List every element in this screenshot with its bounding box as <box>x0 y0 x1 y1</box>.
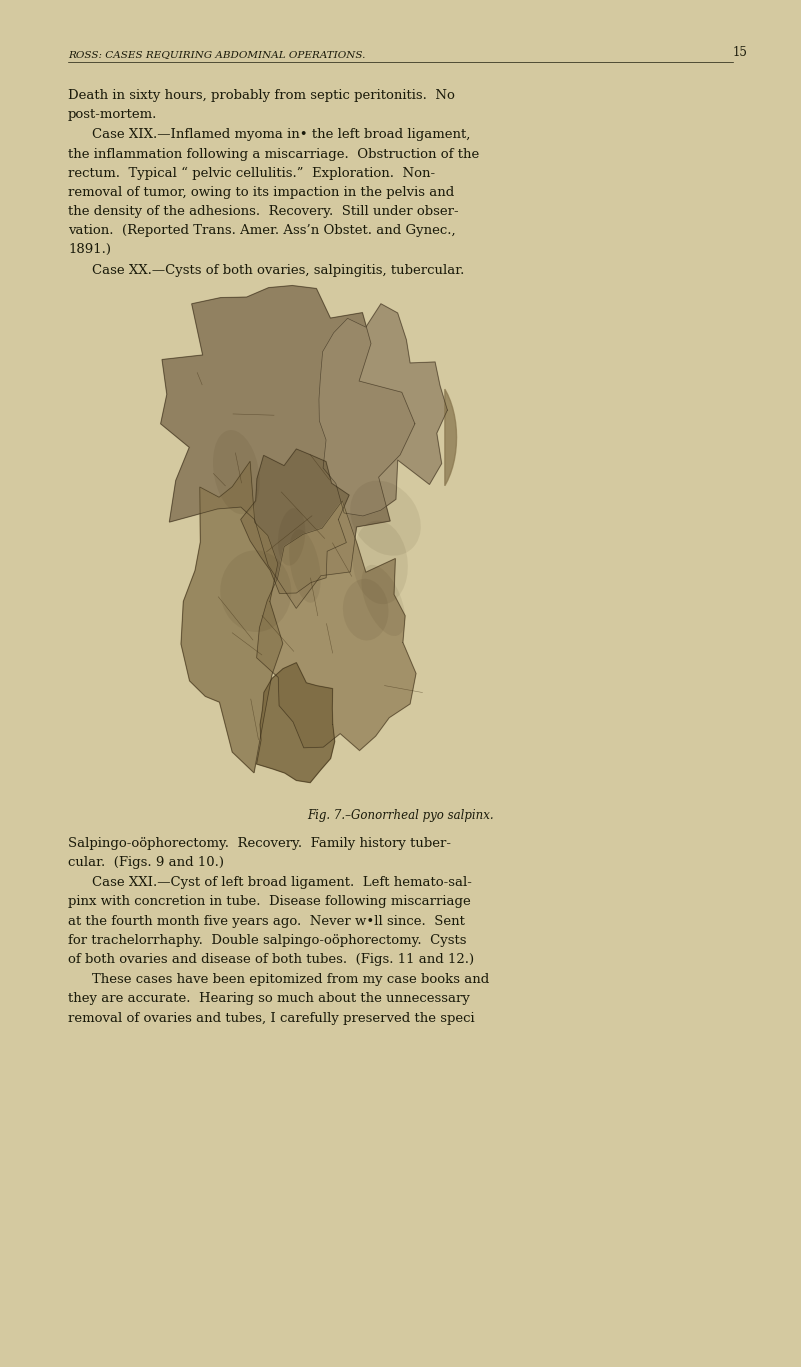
Text: Case XXI.—Cyst of left broad ligament.  Left hemato-sal-: Case XXI.—Cyst of left broad ligament. L… <box>92 876 472 890</box>
Ellipse shape <box>278 509 305 566</box>
Text: These cases have been epitomized from my case books and: These cases have been epitomized from my… <box>92 973 489 987</box>
Polygon shape <box>445 390 457 485</box>
Ellipse shape <box>213 431 260 514</box>
Ellipse shape <box>352 521 408 604</box>
Text: removal of tumor, owing to its impaction in the pelvis and: removal of tumor, owing to its impaction… <box>68 186 454 200</box>
Polygon shape <box>181 461 283 772</box>
Text: Case XIX.—Inflamed myoma in• the left broad ligament,: Case XIX.—Inflamed myoma in• the left br… <box>92 128 470 142</box>
Text: cular.  (Figs. 9 and 10.): cular. (Figs. 9 and 10.) <box>68 856 224 869</box>
Polygon shape <box>256 500 416 750</box>
Ellipse shape <box>220 551 292 632</box>
Text: 1891.): 1891.) <box>68 243 111 257</box>
Text: the density of the adhesions.  Recovery.  Still under obser-: the density of the adhesions. Recovery. … <box>68 205 459 219</box>
Text: pinx with concretion in tube.  Disease following miscarriage: pinx with concretion in tube. Disease fo… <box>68 895 471 909</box>
Text: Death in sixty hours, probably from septic peritonitis.  No: Death in sixty hours, probably from sept… <box>68 89 455 103</box>
Ellipse shape <box>350 481 421 555</box>
Ellipse shape <box>361 565 405 636</box>
Text: at the fourth month five years ago.  Never w•ll since.  Sent: at the fourth month five years ago. Neve… <box>68 915 465 928</box>
Text: they are accurate.  Hearing so much about the unnecessary: they are accurate. Hearing so much about… <box>68 992 470 1006</box>
Text: post-mortem.: post-mortem. <box>68 108 158 122</box>
Ellipse shape <box>289 529 320 603</box>
Text: removal of ovaries and tubes, I carefully preserved the speci: removal of ovaries and tubes, I carefull… <box>68 1012 475 1025</box>
Polygon shape <box>319 303 447 515</box>
Text: Case XX.—Cysts of both ovaries, salpingitis, tubercular.: Case XX.—Cysts of both ovaries, salpingi… <box>92 264 465 278</box>
Text: 15: 15 <box>733 45 748 59</box>
Text: the inflammation following a miscarriage.  Obstruction of the: the inflammation following a miscarriage… <box>68 148 479 161</box>
Text: for trachelorrhaphy.  Double salpingo-oöphorectomy.  Cysts: for trachelorrhaphy. Double salpingo-oöp… <box>68 934 467 947</box>
Ellipse shape <box>343 578 388 641</box>
Polygon shape <box>256 663 335 782</box>
Text: Salpingo-oöphorectomy.  Recovery.  Family history tuber-: Salpingo-oöphorectomy. Recovery. Family … <box>68 837 451 850</box>
Text: ROSS: CASES REQUIRING ABDOMINAL OPERATIONS.: ROSS: CASES REQUIRING ABDOMINAL OPERATIO… <box>68 49 365 59</box>
Text: rectum.  Typical “ pelvic cellulitis.”  Exploration.  Non-: rectum. Typical “ pelvic cellulitis.” Ex… <box>68 167 435 180</box>
Text: Fig. 7.–Gonorrheal pyo salpinx.: Fig. 7.–Gonorrheal pyo salpinx. <box>308 809 493 823</box>
Polygon shape <box>241 448 349 593</box>
Text: vation.  (Reported Trans. Amer. Ass’n Obstet. and Gynec.,: vation. (Reported Trans. Amer. Ass’n Obs… <box>68 224 456 238</box>
Polygon shape <box>161 286 415 608</box>
Text: of both ovaries and disease of both tubes.  (Figs. 11 and 12.): of both ovaries and disease of both tube… <box>68 953 474 966</box>
